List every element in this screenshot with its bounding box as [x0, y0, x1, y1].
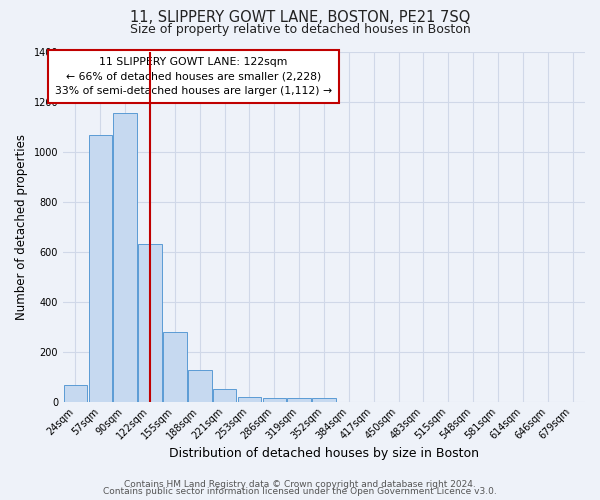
Bar	[312, 398, 336, 402]
Text: 11, SLIPPERY GOWT LANE, BOSTON, PE21 7SQ: 11, SLIPPERY GOWT LANE, BOSTON, PE21 7SQ	[130, 10, 470, 25]
Text: Size of property relative to detached houses in Boston: Size of property relative to detached ho…	[130, 22, 470, 36]
Text: 11 SLIPPERY GOWT LANE: 122sqm
← 66% of detached houses are smaller (2,228)
33% o: 11 SLIPPERY GOWT LANE: 122sqm ← 66% of d…	[55, 57, 332, 96]
Bar	[138, 244, 162, 402]
Bar	[113, 113, 137, 402]
Y-axis label: Number of detached properties: Number of detached properties	[15, 134, 28, 320]
Bar	[238, 396, 261, 402]
Bar	[188, 370, 212, 402]
Bar	[64, 386, 87, 402]
Bar	[89, 136, 112, 402]
Bar	[163, 332, 187, 402]
Text: Contains HM Land Registry data © Crown copyright and database right 2024.: Contains HM Land Registry data © Crown c…	[124, 480, 476, 489]
X-axis label: Distribution of detached houses by size in Boston: Distribution of detached houses by size …	[169, 447, 479, 460]
Bar	[213, 389, 236, 402]
Text: Contains public sector information licensed under the Open Government Licence v3: Contains public sector information licen…	[103, 487, 497, 496]
Bar	[263, 398, 286, 402]
Bar	[287, 398, 311, 402]
